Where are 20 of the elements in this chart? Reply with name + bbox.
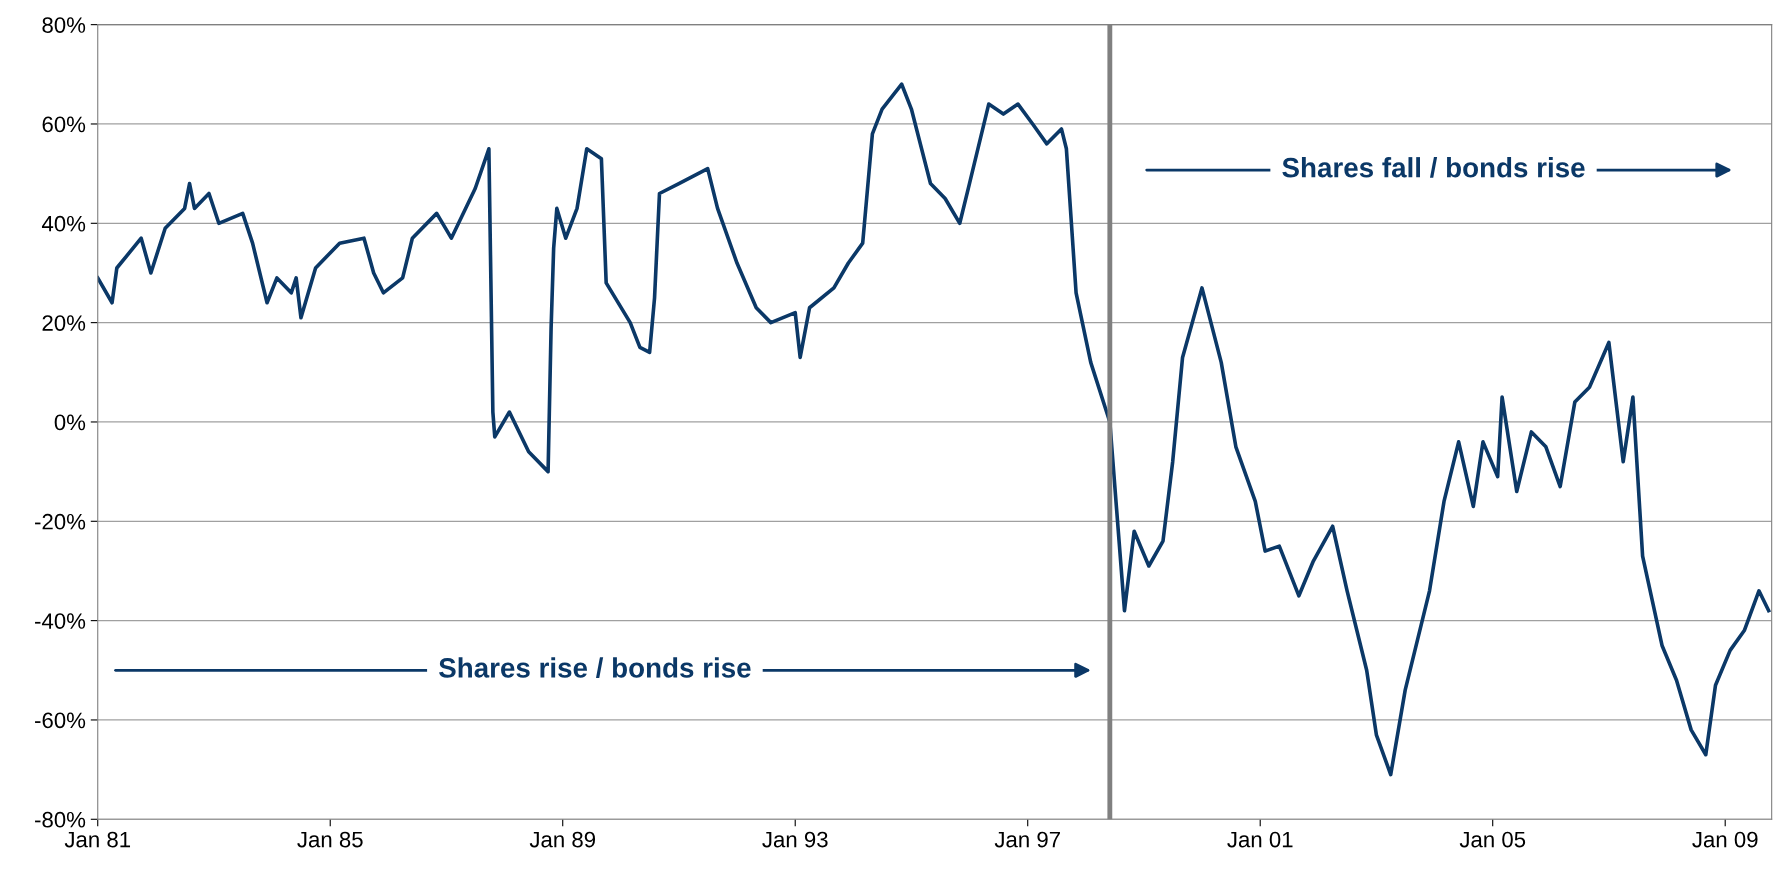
y-tick-label: 40% (41, 215, 86, 232)
x-tick-label: Jan 97 (994, 831, 1060, 848)
y-tick-label: -40% (35, 613, 86, 629)
x-tick-label: Jan 93 (762, 831, 828, 848)
annotation: Shares rise / bonds rise (439, 657, 751, 679)
y-tick-label: -60% (35, 712, 86, 729)
y-tick-label: 0% (54, 414, 86, 431)
annotation: Shares fall / bonds rise (1282, 157, 1585, 178)
y-tick-label: -20% (35, 513, 86, 530)
x-tick-label: Jan 85 (297, 831, 363, 848)
y-tick-label: 20% (42, 315, 86, 331)
x-tick-label: Jan 89 (529, 831, 596, 848)
x-tick-label: Jan 05 (1459, 831, 1526, 848)
x-tick-label: Jan 09 (1692, 831, 1758, 848)
y-tick-label: 60% (42, 116, 86, 133)
y-tick-label: -80% (35, 811, 86, 828)
line-series (97, 82, 1771, 777)
y-tick-label: 80% (42, 17, 86, 33)
x-tick-label: Jan 01 (1227, 831, 1293, 848)
x-tick-label: Jan 81 (64, 831, 131, 848)
